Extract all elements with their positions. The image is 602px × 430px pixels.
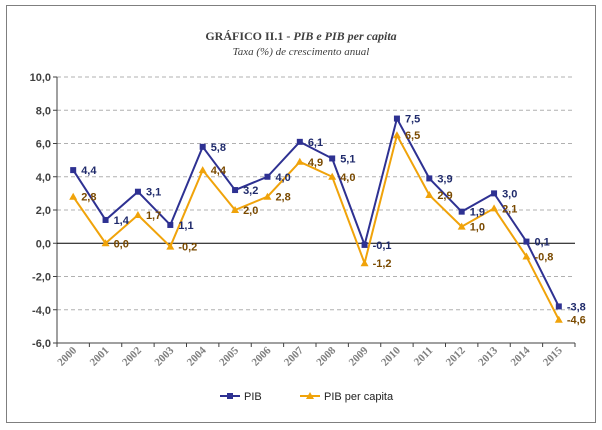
data-point-pib-per-capita: [101, 239, 110, 247]
data-label-pib-per-capita: 1,0: [470, 222, 485, 234]
x-tick-label: 2010: [379, 344, 403, 368]
data-label-pib-per-capita: 2,8: [81, 192, 96, 204]
x-tick-label: 2000: [55, 344, 79, 368]
y-tick-label: 6,0: [36, 139, 51, 151]
data-label-pib-per-capita: -0,2: [178, 242, 197, 254]
data-label-pib-per-capita: 0,0: [114, 238, 129, 250]
y-tick-label: 4,0: [36, 172, 51, 184]
data-label-pib-per-capita: 2,1: [502, 203, 517, 215]
data-point-pib-per-capita: [554, 315, 563, 323]
data-label-pib: 7,5: [405, 114, 420, 126]
data-point-pib-per-capita: [392, 131, 401, 139]
data-point-pib: [361, 241, 368, 248]
data-label-pib-per-capita: 1,7: [146, 210, 161, 222]
data-point-pib-per-capita: [133, 210, 142, 218]
data-label-pib-per-capita: 2,0: [243, 205, 258, 217]
data-label-pib: 3,2: [243, 185, 258, 197]
y-tick-label: 0,0: [36, 238, 51, 250]
data-label-pib-per-capita: 4,0: [340, 172, 355, 184]
data-label-pib-per-capita: 6,5: [405, 130, 420, 142]
legend-label-pib-per-capita: PIB per capita: [324, 391, 394, 403]
data-label-pib: 5,1: [340, 153, 355, 165]
data-point-pib-per-capita: [522, 252, 531, 260]
data-point-pib-per-capita: [263, 192, 272, 200]
data-point-pib-per-capita: [69, 192, 78, 200]
y-tick-label: -2,0: [32, 272, 51, 284]
data-point-pib: [393, 115, 400, 122]
data-label-pib: 4,0: [275, 172, 290, 184]
data-label-pib-per-capita: 2,9: [437, 190, 452, 202]
legend-label-pib: PIB: [244, 391, 262, 403]
x-tick-label: 2015: [541, 344, 565, 368]
data-point-pib: [329, 155, 336, 162]
data-point-pib: [232, 187, 239, 194]
x-tick-label: 2002: [120, 344, 144, 368]
data-label-pib: 3,0: [502, 188, 517, 200]
data-label-pib: 0,1: [534, 237, 549, 249]
chart-title: GRÁFICO II.1 - PIB e PIB per capita: [205, 29, 397, 43]
data-point-pib-per-capita: [231, 206, 240, 213]
data-point-pib-per-capita: [360, 259, 369, 267]
data-label-pib: 5,8: [211, 142, 226, 154]
x-tick-label: 2004: [185, 344, 209, 368]
data-label-pib: 6,1: [308, 137, 323, 149]
data-point-pib: [264, 173, 271, 180]
x-tick-label: 2012: [444, 344, 468, 368]
x-tick-label: 2008: [314, 344, 338, 368]
data-label-pib: 1,4: [114, 215, 130, 227]
data-label-pib: 3,9: [437, 173, 452, 185]
x-tick-label: 2006: [250, 344, 274, 368]
x-tick-label: 2001: [88, 345, 112, 369]
data-point-pib-per-capita: [198, 166, 207, 174]
data-label-pib-per-capita: -1,2: [373, 258, 392, 270]
data-label-pib-per-capita: 2,8: [275, 192, 290, 204]
chart-subtitle: Taxa (%) de crescimento anual: [232, 46, 370, 58]
data-point-pib: [555, 303, 562, 310]
data-label-pib: -0,1: [373, 240, 392, 252]
data-point-pib-per-capita: [295, 157, 304, 165]
data-point-pib: [70, 167, 77, 174]
data-point-pib-per-capita: [490, 204, 499, 212]
data-label-pib: 1,9: [470, 207, 485, 219]
y-tick-label: 8,0: [36, 105, 51, 117]
series-line-pib: [72, 117, 560, 307]
data-point-pib: [426, 175, 433, 182]
data-point-pib: [199, 143, 206, 150]
data-label-pib-per-capita: -4,6: [567, 315, 586, 327]
data-point-pib: [134, 188, 141, 195]
data-point-pib: [102, 216, 109, 223]
data-label-pib: 4,4: [81, 165, 97, 177]
x-tick-label: 2005: [217, 344, 241, 368]
data-label-pib-per-capita: 4,4: [211, 165, 227, 177]
data-label-pib: 1,1: [178, 220, 193, 232]
data-point-pib-per-capita: [166, 242, 175, 250]
data-label-pib-per-capita: -0,8: [534, 252, 553, 264]
data-point-pib-per-capita: [457, 222, 466, 230]
data-point-pib: [167, 221, 174, 228]
data-point-pib-per-capita: [328, 172, 337, 180]
series-line-pib-per-capita: [72, 134, 560, 321]
y-tick-label: 10,0: [30, 72, 51, 84]
data-label-pib-per-capita: 4,9: [308, 157, 323, 169]
data-label-pib: -3,8: [567, 301, 586, 313]
data-point-pib: [458, 208, 465, 215]
legend-marker-pib-per-capita: [306, 392, 314, 399]
legend-marker-pib: [227, 393, 233, 399]
x-tick-label: 2007: [282, 344, 306, 368]
data-point-pib-per-capita: [425, 191, 434, 199]
x-tick-label: 2003: [152, 344, 176, 368]
y-tick-label: -6,0: [32, 338, 51, 350]
x-tick-label: 2011: [412, 345, 436, 369]
data-point-pib: [491, 190, 498, 197]
data-point-pib: [296, 138, 303, 145]
x-tick-label: 2014: [509, 344, 533, 368]
y-tick-label: -4,0: [32, 305, 51, 317]
x-tick-label: 2009: [347, 344, 371, 368]
y-tick-label: 2,0: [36, 205, 51, 217]
data-point-pib: [523, 238, 530, 245]
data-label-pib: 3,1: [146, 187, 161, 199]
x-tick-label: 2013: [476, 344, 500, 368]
